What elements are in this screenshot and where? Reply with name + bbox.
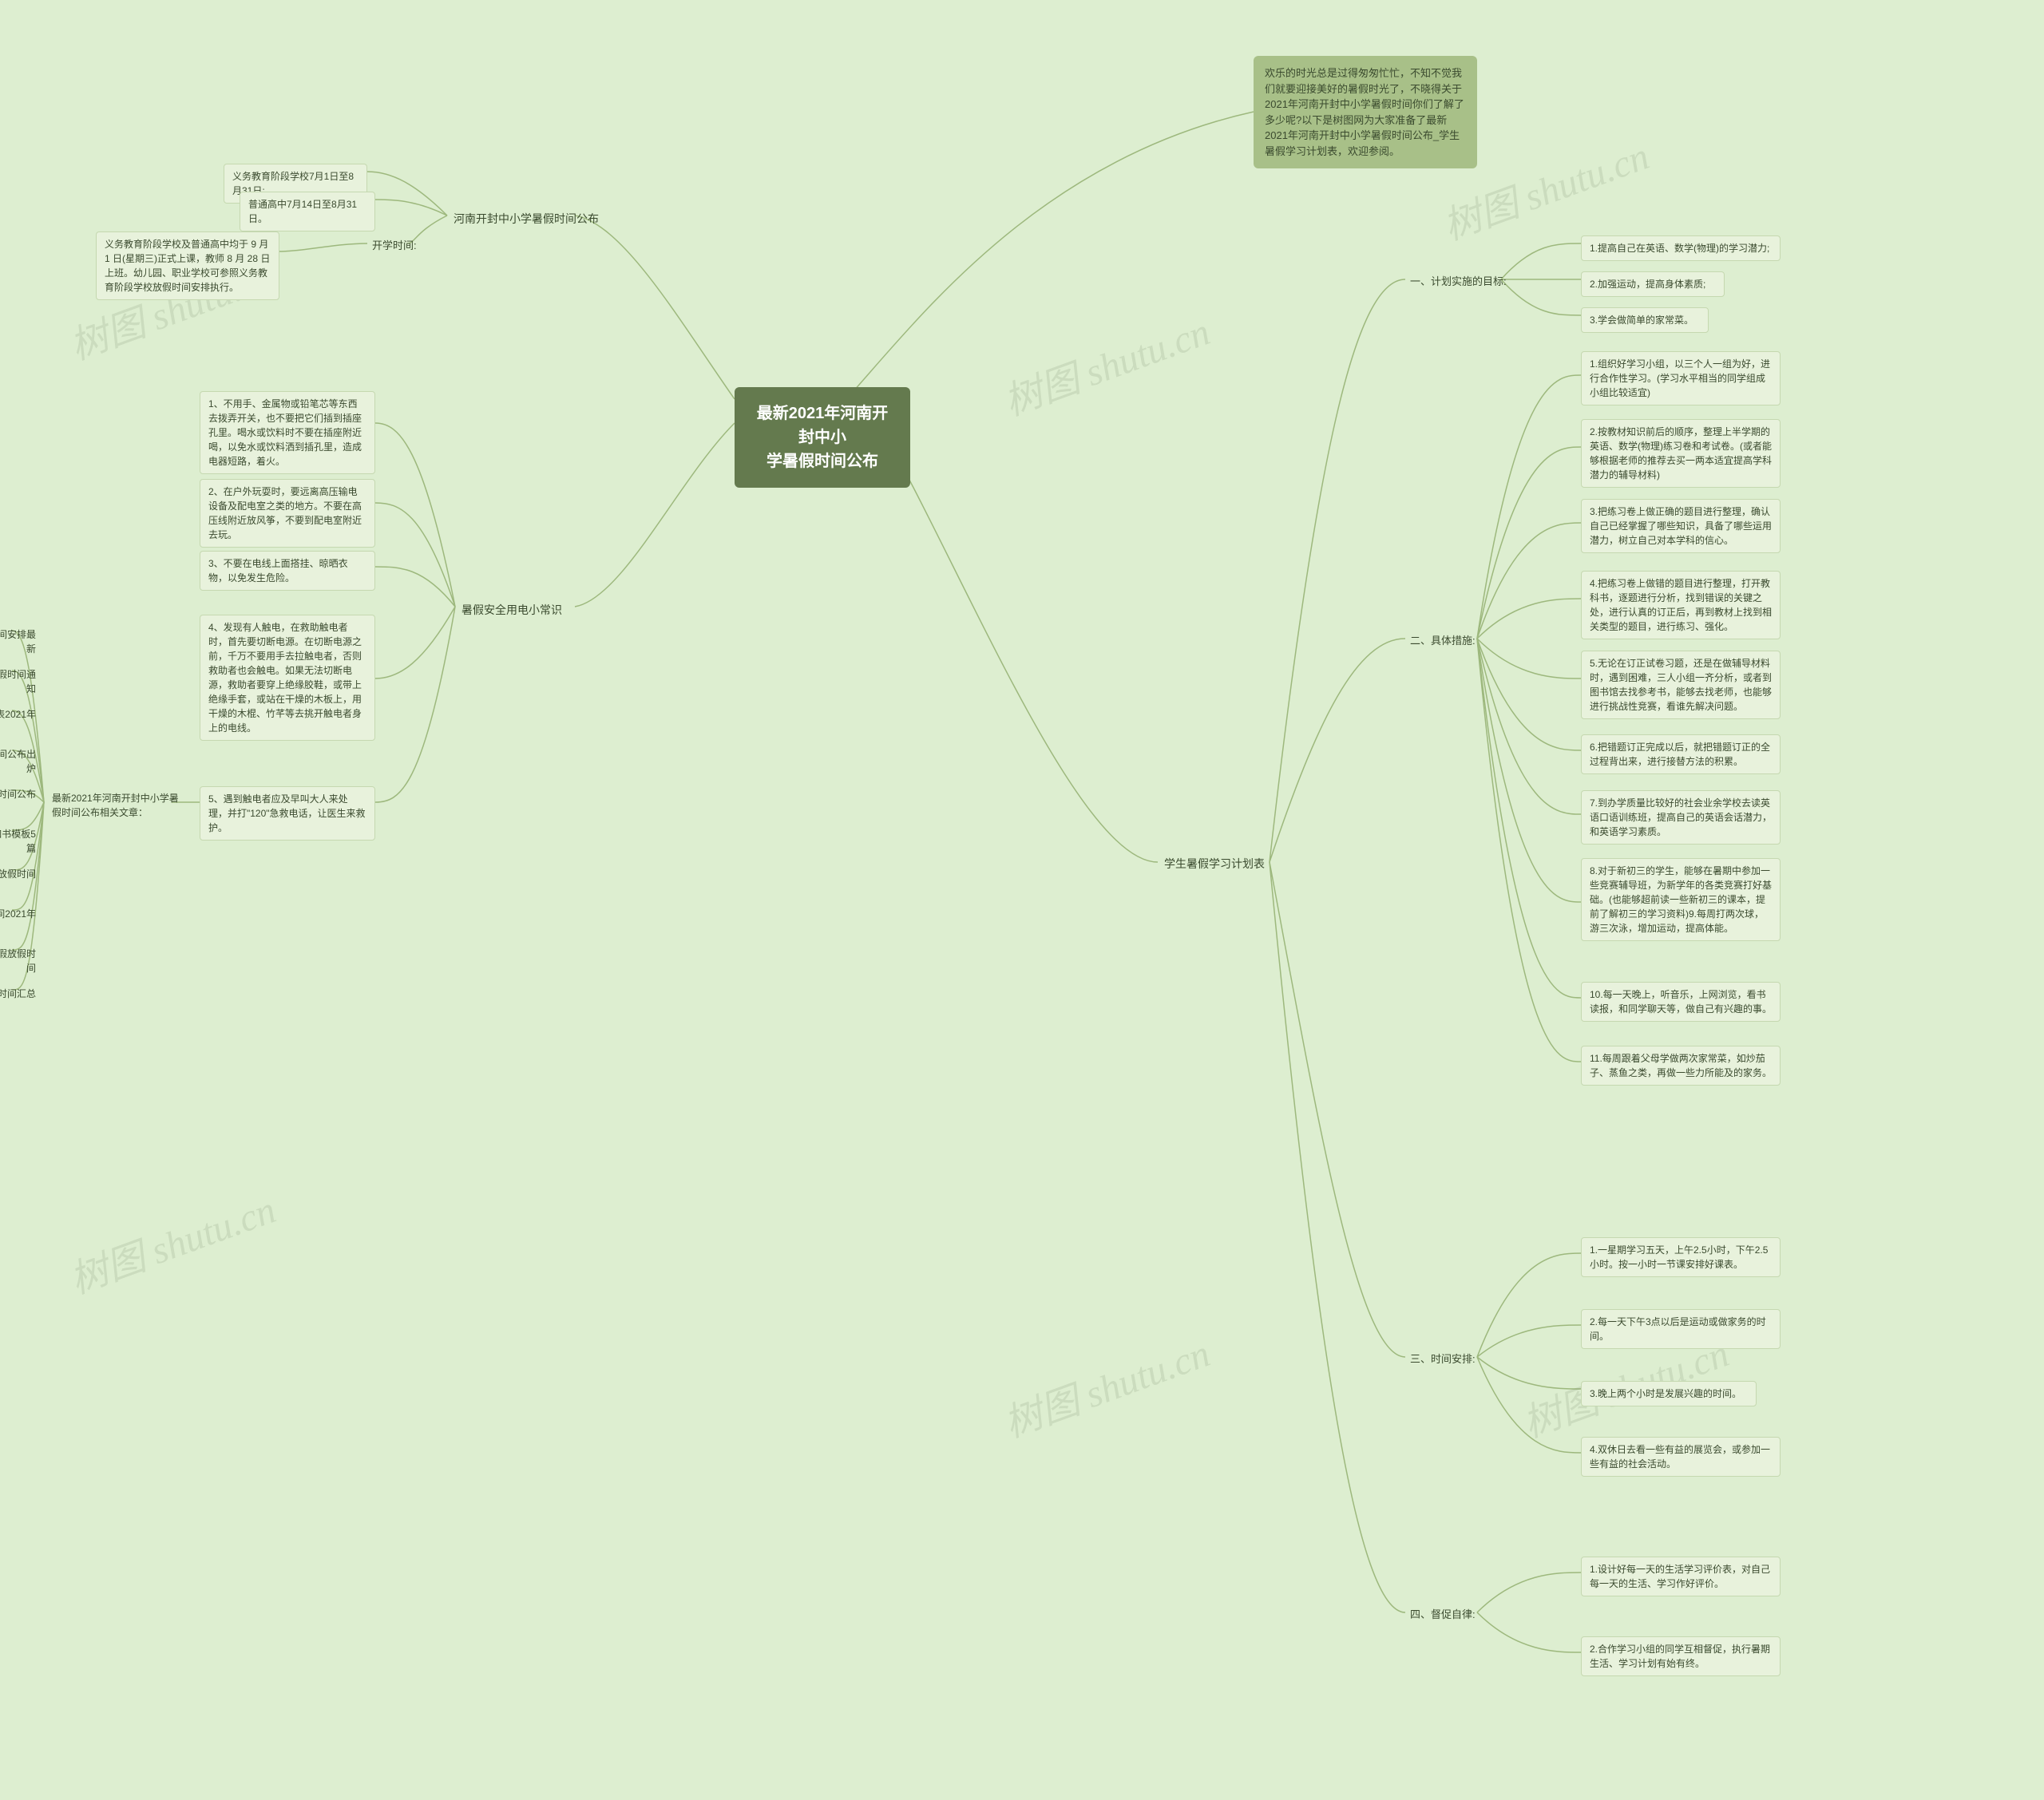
b3-item[interactable]: ★ 中小学2021年暑假时间安排最新 <box>0 623 44 661</box>
watermark: 树图 shutu.cn <box>61 1178 282 1304</box>
branch-1[interactable]: 河南开封中小学暑假时间公布 <box>447 208 605 231</box>
b4-s4[interactable]: 四、督促自律: <box>1405 1604 1480 1625</box>
b3-item[interactable]: ★ 2021年中小学暑假放假时间通知 <box>0 663 44 701</box>
b1-item: 开学时间: <box>367 235 422 256</box>
watermark: 树图 shutu.cn <box>995 300 1216 426</box>
b4-s3-item: 2.每一天下午3点以后是运动或做家务的时间。 <box>1581 1309 1781 1349</box>
b3-item[interactable]: ★ 山东2021中小学暑假放假时间公布 <box>0 782 44 806</box>
b4-s2-item: 6.把错题订正完成以后，就把错题订正的全过程背出来，进行接替方法的积累。 <box>1581 734 1781 774</box>
b4-s3-item: 1.一星期学习五天，上午2.5小时，下午2.5小时。按一小时一节课安排好课表。 <box>1581 1237 1781 1277</box>
b3-item[interactable]: ★ 2021年暑假时间公布出炉 <box>0 742 44 781</box>
b3-item[interactable]: ★ 湖南小学暑假放假时间2021年 <box>0 902 44 926</box>
intro-node: 欢乐的时光总是过得匆匆忙忙，不知不觉我们就要迎接美好的暑假时光了，不晓得关于20… <box>1254 56 1477 168</box>
b2-item: 5、遇到触电者应及早叫大人来处理，并打"120"急救电话，让医生来救护。 <box>200 786 375 841</box>
b4-s1-item: 3.学会做简单的家常菜。 <box>1581 307 1709 333</box>
b4-s4-item: 2.合作学习小组的同学互相督促，执行暑期生活、学习计划有始有终。 <box>1581 1636 1781 1676</box>
b4-s2-item: 11.每周跟着父母学做两次家常菜，如炒茄子、蒸鱼之类，再做一些力所能及的家务。 <box>1581 1046 1781 1086</box>
b4-s1[interactable]: 一、计划实施的目标: <box>1405 271 1511 292</box>
b4-s4-item: 1.设计好每一天的生活学习评价表，对自己每一天的生活、学习作好评价。 <box>1581 1557 1781 1596</box>
branch-4[interactable]: 学生暑假学习计划表 <box>1158 853 1271 876</box>
b4-s3-item: 4.双休日去看一些有益的展览会，或参加一些有益的社会活动。 <box>1581 1437 1781 1477</box>
b4-s2-item: 3.把练习卷上做正确的题目进行整理，确认自己已经掌握了哪些知识，具备了哪些运用潜… <box>1581 499 1781 553</box>
b2-item: 3、不要在电线上面搭挂、晾晒衣物，以免发生危险。 <box>200 551 375 591</box>
b4-s3-item: 3.晚上两个小时是发展兴趣的时间。 <box>1581 1381 1757 1406</box>
branch-3[interactable]: 最新2021年河南开封中小学暑假时间公布相关文章： <box>44 786 192 825</box>
b4-s1-item: 1.提高自己在英语、数学(物理)的学习潜力; <box>1581 235 1781 261</box>
watermark: 树图 shutu.cn <box>995 1322 1216 1448</box>
b4-s3[interactable]: 三、时间安排: <box>1405 1349 1480 1370</box>
center-node[interactable]: 最新2021年河南开封中小 学暑假时间公布 <box>735 387 910 488</box>
b4-s2-item: 5.无论在订正试卷习题，还是在做辅导材料时，遇到困难，三人小组一齐分析，或者到图… <box>1581 651 1781 719</box>
b3-item[interactable]: ★ 河南小学生暑假时间表2021年 <box>0 702 44 726</box>
b1-item: 义务教育阶段学校及普通高中均于 9 月 1 日(星期三)正式上课，教师 8 月 … <box>96 231 279 300</box>
b2-item: 4、发现有人触电，在救助触电者时，首先要切断电源。在切断电源之前，千万不要用手去… <box>200 615 375 741</box>
b2-item: 2、在户外玩耍时，要远离高压输电设备及配电室之类的地方。不要在高压线附近放风筝，… <box>200 479 375 548</box>
b4-s2-item: 10.每一天晚上，听音乐，上网浏览，看书读报，和同学聊天等，做自己有兴趣的事。 <box>1581 982 1781 1022</box>
b3-item[interactable]: ★ 2021中小学暑假放假通知书模板5篇 <box>0 822 44 860</box>
b4-s2-item: 1.组织好学习小组，以三个人一组为好，进行合作性学习。(学习水平相当的同学组成小… <box>1581 351 1781 405</box>
b3-item[interactable]: ★ 海南中小学2021年暑假时间汇总 <box>0 982 44 1006</box>
b4-s2-item: 4.把练习卷上做错的题目进行整理，打开教科书，逐题进行分析，找到错误的关键之处，… <box>1581 571 1781 639</box>
b1-item: 普通高中7月14日至8月31日。 <box>240 192 375 231</box>
b3-item[interactable]: ★ 2020年各地暑假放假时间 <box>0 862 44 886</box>
b2-item: 1、不用手、金属物或铅笔芯等东西去拨弄开关，也不要把它们插到插座孔里。喝水或饮料… <box>200 391 375 474</box>
b4-s2-item: 2.按教材知识前后的顺序，整理上半学期的英语、数学(物理)练习卷和考试卷。(或者… <box>1581 419 1781 488</box>
b4-s2-item: 8.对于新初三的学生，能够在暑期中参加一些竞赛辅导班，为新学年的各类竞赛打好基础… <box>1581 858 1781 941</box>
branch-2[interactable]: 暑假安全用电小常识 <box>455 599 568 622</box>
b4-s2[interactable]: 二、具体措施: <box>1405 631 1480 651</box>
b3-item[interactable]: ★ 天津中小学2021年暑假放假时间 <box>0 942 44 980</box>
b4-s1-item: 2.加强运动，提高身体素质; <box>1581 271 1725 297</box>
b4-s2-item: 7.到办学质量比较好的社会业余学校去读英语口语训练班，提高自己的英语会话潜力，和… <box>1581 790 1781 845</box>
